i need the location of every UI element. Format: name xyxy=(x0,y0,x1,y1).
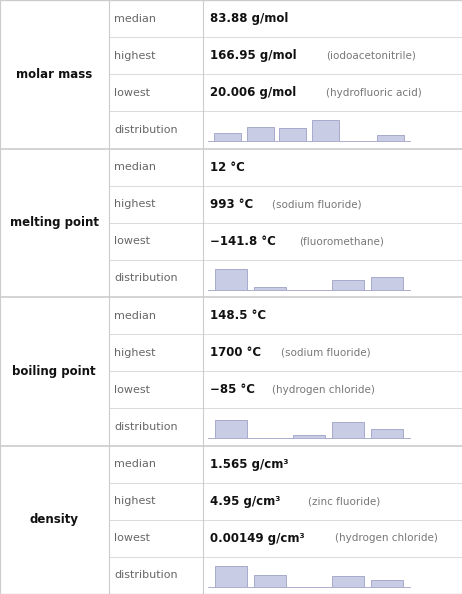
Text: lowest: lowest xyxy=(114,88,150,98)
Text: lowest: lowest xyxy=(114,385,150,395)
Text: (hydrofluoric acid): (hydrofluoric acid) xyxy=(326,88,421,98)
Text: distribution: distribution xyxy=(114,422,178,432)
Text: distribution: distribution xyxy=(114,273,178,283)
Bar xyxy=(332,280,364,290)
Text: 993 °C: 993 °C xyxy=(210,198,254,211)
Text: density: density xyxy=(30,513,79,526)
Text: (iodoacetonitrile): (iodoacetonitrile) xyxy=(326,50,415,61)
Text: median: median xyxy=(114,459,156,469)
Text: 166.95 g/mol: 166.95 g/mol xyxy=(210,49,297,62)
Text: −85 °C: −85 °C xyxy=(210,383,255,396)
Text: 1.565 g/cm³: 1.565 g/cm³ xyxy=(210,457,289,470)
Text: highest: highest xyxy=(114,199,156,209)
Bar xyxy=(247,127,274,141)
Text: 20.006 g/mol: 20.006 g/mol xyxy=(210,86,297,99)
Text: median: median xyxy=(114,14,156,24)
Bar xyxy=(254,287,286,290)
Text: lowest: lowest xyxy=(114,236,150,247)
Bar xyxy=(280,128,306,141)
Text: (zinc fluoride): (zinc fluoride) xyxy=(308,496,380,506)
Text: 0.00149 g/cm³: 0.00149 g/cm³ xyxy=(210,532,305,545)
Text: (sodium fluoride): (sodium fluoride) xyxy=(281,347,371,358)
Bar xyxy=(371,429,403,438)
Bar xyxy=(215,269,247,290)
Bar xyxy=(215,566,247,587)
Text: molar mass: molar mass xyxy=(16,68,92,81)
Text: 148.5 °C: 148.5 °C xyxy=(210,309,266,322)
Text: boiling point: boiling point xyxy=(12,365,96,378)
Text: melting point: melting point xyxy=(10,216,99,229)
Bar xyxy=(254,576,286,587)
Bar xyxy=(371,580,403,587)
Bar xyxy=(332,422,364,438)
Bar xyxy=(377,135,404,141)
Text: −141.8 °C: −141.8 °C xyxy=(210,235,276,248)
Text: median: median xyxy=(114,162,156,172)
Text: (hydrogen chloride): (hydrogen chloride) xyxy=(334,533,438,544)
Text: 12 °C: 12 °C xyxy=(210,160,245,173)
Text: median: median xyxy=(114,311,156,321)
Text: 4.95 g/cm³: 4.95 g/cm³ xyxy=(210,495,280,508)
Bar xyxy=(214,133,241,141)
Text: (hydrogen chloride): (hydrogen chloride) xyxy=(272,385,375,395)
Bar xyxy=(332,576,364,587)
Text: distribution: distribution xyxy=(114,125,178,135)
Bar xyxy=(215,421,247,438)
Bar xyxy=(312,121,339,141)
Text: highest: highest xyxy=(114,347,156,358)
Text: highest: highest xyxy=(114,496,156,506)
Text: 83.88 g/mol: 83.88 g/mol xyxy=(210,12,289,25)
Bar xyxy=(371,277,403,290)
Text: highest: highest xyxy=(114,50,156,61)
Text: distribution: distribution xyxy=(114,570,178,580)
Text: lowest: lowest xyxy=(114,533,150,544)
Bar xyxy=(293,435,325,438)
Text: (fluoromethane): (fluoromethane) xyxy=(299,236,384,247)
Text: 1700 °C: 1700 °C xyxy=(210,346,261,359)
Text: (sodium fluoride): (sodium fluoride) xyxy=(272,199,362,209)
